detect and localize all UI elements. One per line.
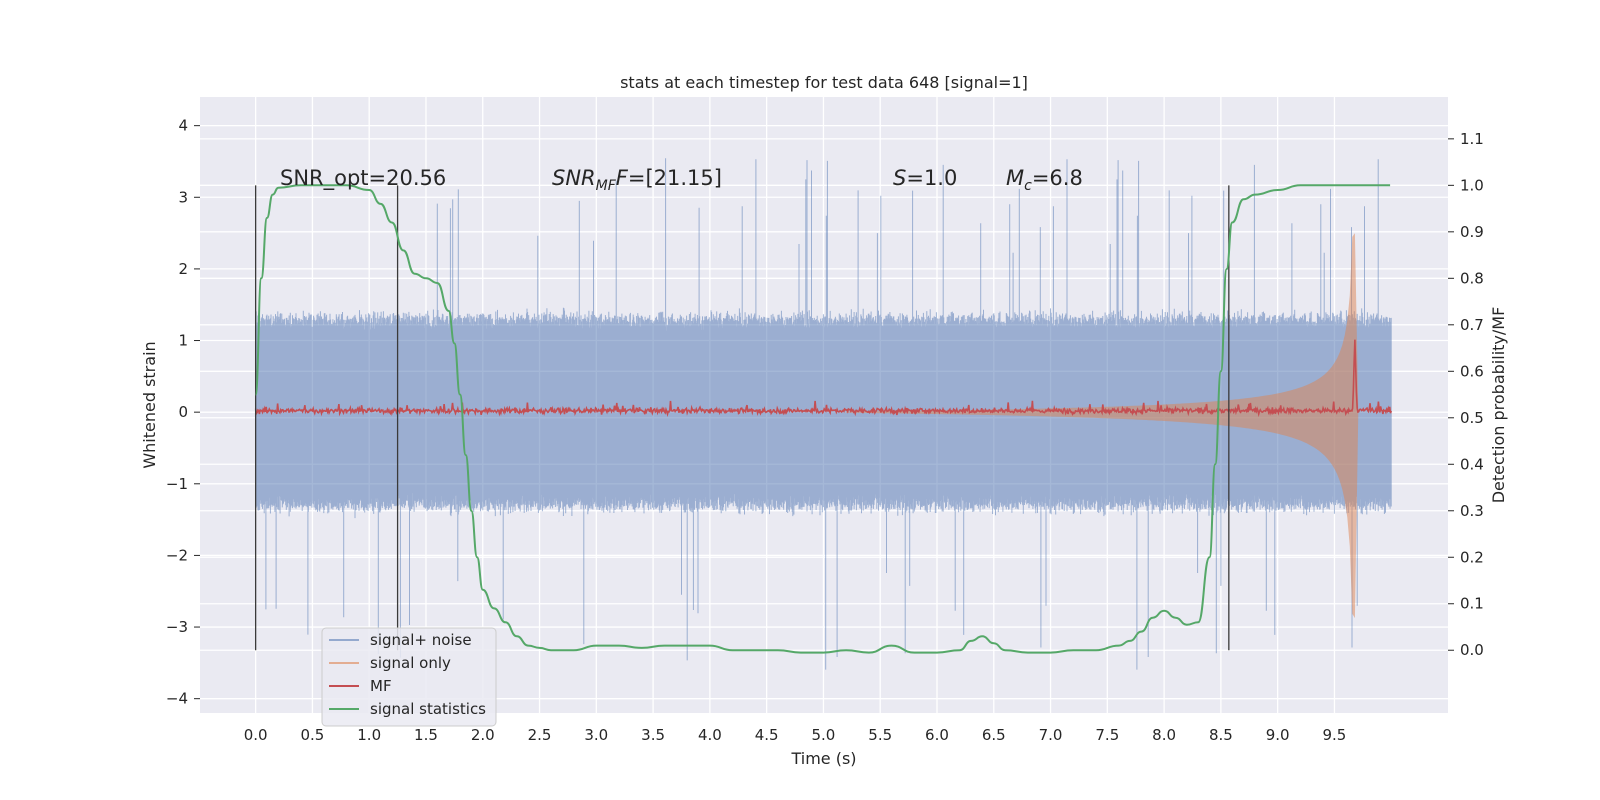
x-tick-label: 4.5 — [755, 726, 779, 744]
x-tick-label: 8.5 — [1209, 726, 1233, 744]
y2-tick-label: 0.9 — [1460, 223, 1484, 241]
y-tick-label: −3 — [166, 618, 188, 636]
x-axis-label: Time (s) — [790, 749, 856, 768]
annotation-mc: Mc=6.8 — [1006, 166, 1083, 194]
annotation-mc-value: =6.8 — [1032, 166, 1083, 190]
annotation-snr-mf-sub: MF — [596, 178, 617, 194]
annotation-mc-symbol: M — [1006, 166, 1024, 190]
annotation-snr-mf: SNRMFF=[21.15] — [552, 166, 722, 194]
y2-tick-label: 1.1 — [1460, 130, 1484, 148]
y2-tick-label: 0.2 — [1460, 548, 1484, 566]
x-tick-label: 9.0 — [1266, 726, 1290, 744]
annotation-s: S=1.0 — [893, 166, 957, 190]
y-axis-label: Whitened strain — [140, 341, 159, 468]
annotation-snr-opt: SNR_opt=20.56 — [280, 166, 446, 191]
mf-series — [254, 339, 1392, 418]
x-tick-label: 5.0 — [812, 726, 836, 744]
x-tick-label: 0.5 — [300, 726, 324, 744]
x-tick-label: 8.0 — [1152, 726, 1176, 744]
x-tick-label: 7.5 — [1095, 726, 1119, 744]
x-tick-label: 7.0 — [1039, 726, 1063, 744]
legend: signal+ noise signal only MF signal stat… — [321, 627, 497, 727]
x-tick-label: 4.0 — [698, 726, 722, 744]
signal-statistics-series — [254, 184, 1391, 654]
y2-tick-label: 0.0 — [1460, 641, 1484, 659]
mf-line — [254, 339, 1392, 418]
y2-tick-label: 0.8 — [1460, 269, 1484, 287]
y2-tick-label: 0.6 — [1460, 362, 1484, 380]
annotation-mc-sub: c — [1024, 178, 1032, 194]
x-tick-label: 6.5 — [982, 726, 1006, 744]
x-tick-label: 0.0 — [244, 726, 268, 744]
legend-label-signal-statistics: signal statistics — [370, 700, 486, 718]
legend-label-signal-noise: signal+ noise — [370, 631, 472, 649]
y2-tick-label: 0.4 — [1460, 455, 1484, 473]
y-tick-label: 0 — [178, 403, 188, 421]
annotation-snr-mf-main: SNR — [552, 166, 596, 190]
legend-label-signal-only: signal only — [370, 654, 451, 672]
legend-label-mf: MF — [370, 677, 392, 695]
x-tick-label: 2.0 — [471, 726, 495, 744]
annotation-snr-mf-value: =[21.15] — [628, 166, 722, 190]
x-tick-label: 3.0 — [584, 726, 608, 744]
chart-title: stats at each timestep for test data 648… — [620, 73, 1028, 92]
signal-only-series — [846, 233, 1359, 619]
y-tick-label: 4 — [178, 117, 188, 135]
y2-axis-label: Detection probability/MF — [1489, 307, 1508, 504]
x-tick-label: 2.5 — [528, 726, 552, 744]
signal-statistics-line — [254, 184, 1391, 654]
y-tick-label: −2 — [166, 546, 188, 564]
x-tick-label: 5.5 — [868, 726, 892, 744]
y-tick-label: −4 — [166, 690, 188, 708]
y-tick-label: 1 — [178, 332, 188, 350]
annotation-s-value: =1.0 — [906, 166, 957, 190]
tick-labels: 0.0 0.5 1.0 1.5 2.0 2.5 3.0 3.5 4.0 4.5 5.0 5.5 6.0 6… — [166, 117, 1484, 744]
x-tick-label: 1.5 — [414, 726, 438, 744]
y-tick-label: 3 — [178, 188, 188, 206]
y2-tick-label: 1.0 — [1460, 176, 1484, 194]
x-tick-label: 9.5 — [1323, 726, 1347, 744]
y-tick-label: 2 — [178, 260, 188, 278]
legend-box — [321, 627, 497, 727]
y2-tick-label: 0.1 — [1460, 595, 1484, 613]
annotation-s-symbol: S — [893, 166, 906, 190]
y2-tick-label: 0.3 — [1460, 502, 1484, 520]
x-tick-label: 6.0 — [925, 726, 949, 744]
x-tick-label: 1.0 — [357, 726, 381, 744]
y2-tick-label: 0.7 — [1460, 316, 1484, 334]
signal-only-area — [846, 233, 1359, 619]
x-tick-label: 3.5 — [641, 726, 665, 744]
y2-tick-label: 0.5 — [1460, 409, 1484, 427]
y-tick-label: −1 — [166, 475, 188, 493]
